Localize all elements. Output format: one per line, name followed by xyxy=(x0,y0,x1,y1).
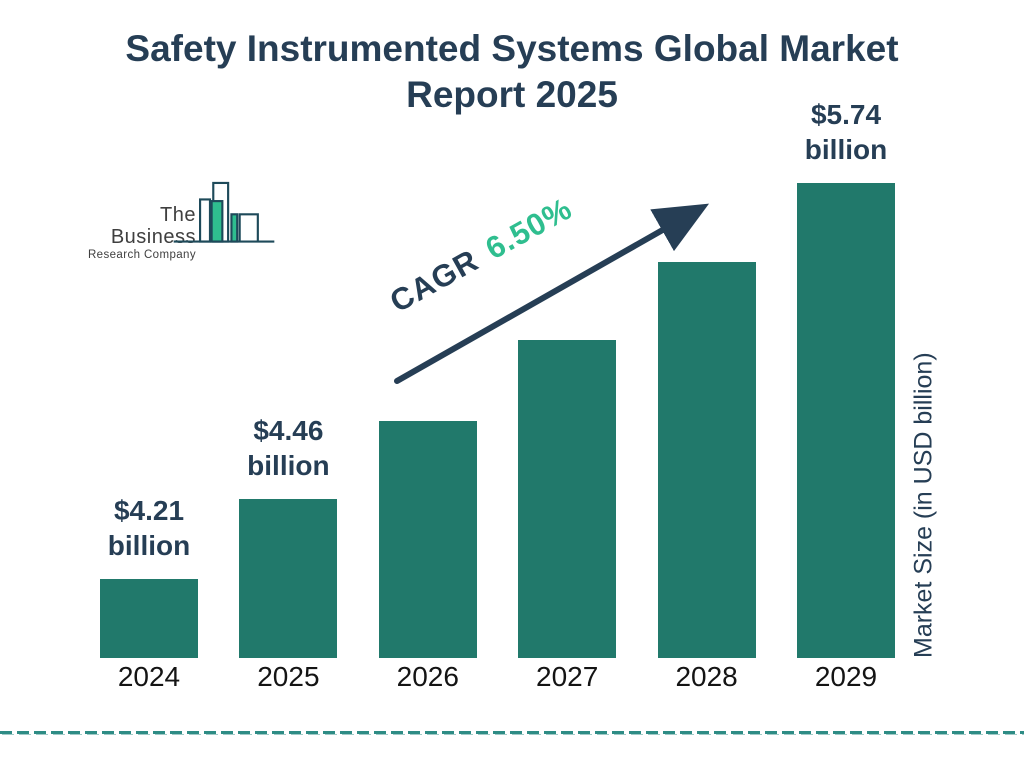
x-tick-label-2029: 2029 xyxy=(814,661,878,692)
cagr-trend-arrow xyxy=(394,203,710,384)
x-tick-label-2025: 2025 xyxy=(257,661,320,692)
chart-title-line2: Report 2025 xyxy=(406,74,618,115)
bar-2028 xyxy=(657,262,756,658)
x-tick-label-2027: 2027 xyxy=(536,661,599,692)
x-tick-label-2024: 2024 xyxy=(117,661,181,692)
value-label-2024: $4.21 billion xyxy=(107,495,191,561)
bar-2027 xyxy=(518,340,617,658)
bar-2026 xyxy=(378,421,477,658)
bar-2024 xyxy=(100,579,198,658)
bar-chart-logo-icon xyxy=(173,181,275,243)
value-label-2029: $5.74 billion xyxy=(804,99,888,165)
x-tick-label-2028: 2028 xyxy=(675,661,738,692)
bottom-dashed-divider xyxy=(0,731,1024,735)
chart-title-line1: Safety Instrumented Systems Global Marke… xyxy=(125,28,899,69)
chart-title: Safety Instrumented Systems Global Marke… xyxy=(0,26,1024,118)
company-subname: Research Company xyxy=(87,249,196,261)
y-axis-label: Market Size (in USD billion) xyxy=(909,352,938,658)
value-label-2025: $4.46 billion xyxy=(247,415,330,481)
bar-2025 xyxy=(239,499,338,658)
bar-2029 xyxy=(797,183,895,658)
x-tick-label-2026: 2026 xyxy=(396,661,459,692)
